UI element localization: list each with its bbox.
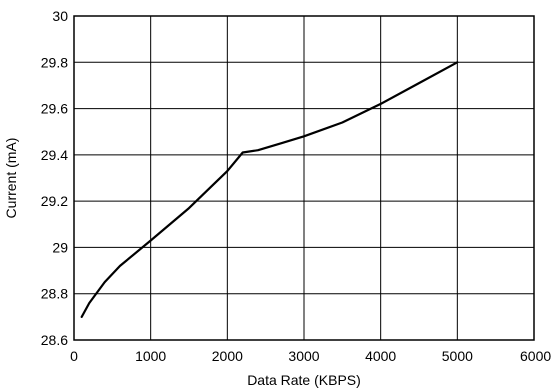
x-tick-label: 4000 bbox=[365, 348, 396, 364]
y-tick-label: 28.6 bbox=[41, 332, 68, 348]
y-axis-title: Current (mA) bbox=[3, 138, 19, 219]
y-tick-label: 28.8 bbox=[41, 286, 68, 302]
y-tick-label: 29.8 bbox=[41, 54, 68, 70]
x-tick-label: 3000 bbox=[288, 348, 319, 364]
y-tick-label: 29.6 bbox=[41, 101, 68, 117]
x-axis-title: Data Rate (KBPS) bbox=[247, 372, 361, 388]
grid-lines bbox=[74, 16, 534, 340]
y-tick-label: 29 bbox=[52, 239, 68, 255]
x-tick-label: 6000 bbox=[520, 348, 551, 364]
y-tick-label: 29.4 bbox=[41, 147, 68, 163]
x-tick-label: 5000 bbox=[442, 348, 473, 364]
series-line bbox=[80, 61, 459, 318]
y-tick-label: 29.2 bbox=[41, 193, 68, 209]
x-tick-label: 2000 bbox=[212, 348, 243, 364]
x-axis-tick-labels: 0 1000 2000 3000 4000 5000 6000 bbox=[70, 348, 551, 364]
y-tick-label: 30 bbox=[52, 8, 68, 24]
plot-frame bbox=[73, 15, 535, 341]
series-lines bbox=[80, 61, 459, 318]
x-tick-label: 1000 bbox=[135, 348, 166, 364]
x-tick-label: 0 bbox=[70, 348, 78, 364]
y-axis-tick-labels: 28.6 28.8 29 29.2 29.4 29.6 29.8 30 bbox=[41, 8, 68, 348]
